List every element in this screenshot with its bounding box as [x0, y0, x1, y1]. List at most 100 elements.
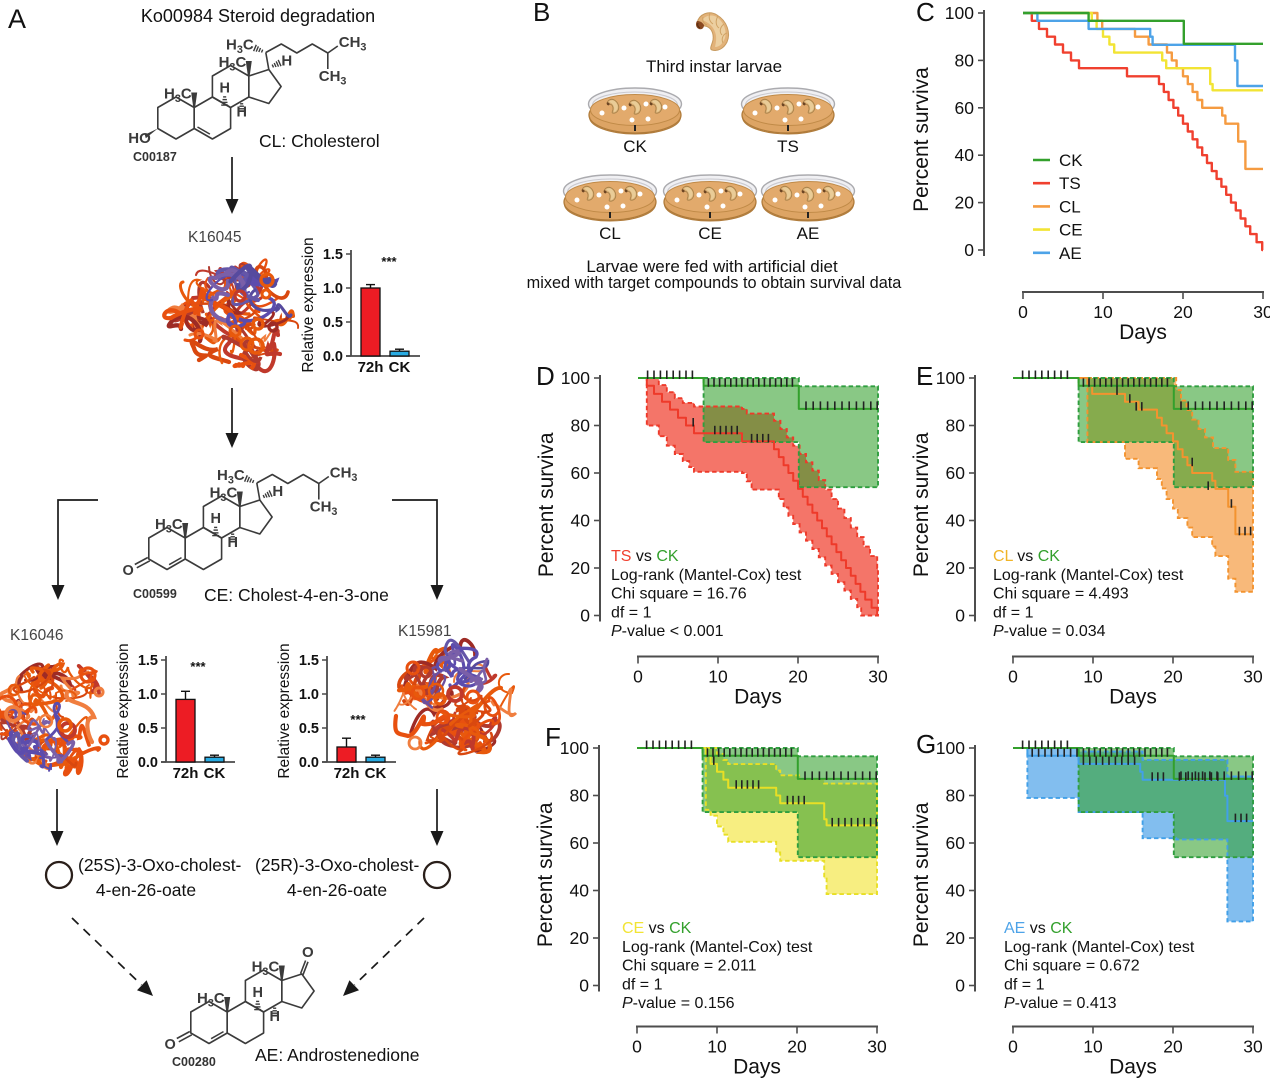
svg-text:CE: Cholest-4-en-3-one: CE: Cholest-4-en-3-one — [204, 585, 389, 605]
svg-text:20: 20 — [946, 558, 966, 578]
svg-text:Log-rank (Mantel-Cox) test: Log-rank (Mantel-Cox) test — [622, 939, 813, 956]
svg-text:30: 30 — [1243, 667, 1263, 687]
svg-text:80: 80 — [946, 786, 966, 806]
svg-text:P-value = 0.034: P-value = 0.034 — [993, 623, 1106, 640]
svg-text:0: 0 — [632, 1037, 642, 1057]
svg-text:20: 20 — [570, 928, 590, 948]
svg-text:10: 10 — [707, 1037, 727, 1057]
svg-text:0.5: 0.5 — [138, 721, 158, 737]
svg-text:AE: Androstenedione: AE: Androstenedione — [255, 1045, 419, 1065]
svg-text:Percent surviva: Percent surviva — [535, 432, 558, 577]
svg-text:CH3: CH3 — [339, 34, 367, 54]
svg-text:H3C: H3C — [197, 990, 225, 1010]
svg-text:TS: TS — [777, 137, 799, 156]
svg-text:Percent surviva: Percent surviva — [534, 802, 557, 947]
svg-text:1.5: 1.5 — [323, 247, 343, 263]
svg-text:0: 0 — [1008, 1037, 1018, 1057]
svg-text:0: 0 — [955, 976, 965, 996]
svg-text:0: 0 — [579, 976, 589, 996]
svg-text:CL: CL — [1059, 197, 1081, 216]
svg-text:10: 10 — [1083, 667, 1103, 687]
svg-text:0: 0 — [964, 240, 974, 260]
svg-text:df = 1: df = 1 — [993, 604, 1034, 621]
svg-text:100: 100 — [945, 3, 974, 23]
svg-text:Relative expression: Relative expression — [300, 237, 317, 372]
svg-text:20: 20 — [788, 667, 808, 687]
svg-text:H: H — [269, 1009, 279, 1025]
svg-text:H3C: H3C — [210, 485, 238, 505]
svg-text:AE: AE — [797, 224, 820, 243]
svg-text:df = 1: df = 1 — [1004, 976, 1045, 993]
svg-text:C: C — [916, 0, 935, 27]
svg-text:30: 30 — [1253, 302, 1270, 322]
svg-text:0.0: 0.0 — [299, 755, 319, 771]
svg-text:P-value < 0.001: P-value < 0.001 — [611, 623, 724, 640]
svg-text:80: 80 — [955, 50, 975, 70]
svg-text:0.0: 0.0 — [138, 755, 158, 771]
svg-text:20: 20 — [1173, 302, 1193, 322]
svg-text:40: 40 — [946, 881, 966, 901]
svg-text:100: 100 — [936, 368, 965, 388]
svg-text:80: 80 — [570, 786, 590, 806]
svg-text:100: 100 — [561, 368, 590, 388]
svg-text:CE: CE — [1059, 221, 1083, 240]
svg-text:df = 1: df = 1 — [611, 604, 652, 621]
svg-text:H3C: H3C — [252, 959, 280, 979]
svg-text:0.5: 0.5 — [323, 315, 343, 331]
svg-text:df = 1: df = 1 — [622, 976, 663, 993]
svg-text:O: O — [123, 563, 134, 579]
svg-text:20: 20 — [787, 1037, 807, 1057]
svg-text:***: *** — [381, 254, 397, 269]
svg-text:60: 60 — [570, 833, 590, 853]
svg-text:Log-rank (Mantel-Cox) test: Log-rank (Mantel-Cox) test — [1004, 939, 1195, 956]
svg-text:F: F — [545, 722, 561, 752]
svg-text:Days: Days — [1109, 686, 1157, 709]
svg-text:K15981: K15981 — [398, 623, 451, 640]
svg-text:O: O — [165, 1037, 176, 1053]
svg-text:20: 20 — [946, 928, 966, 948]
svg-text:CK: CK — [1059, 151, 1083, 170]
svg-text:CH3: CH3 — [319, 68, 347, 88]
svg-text:***: *** — [350, 712, 366, 727]
svg-text:40: 40 — [570, 881, 590, 901]
svg-text:10: 10 — [1083, 1037, 1103, 1057]
svg-text:Third instar larvae: Third instar larvae — [646, 57, 782, 76]
svg-text:Percent surviva: Percent surviva — [910, 67, 933, 212]
svg-text:TS vs CK: TS vs CK — [611, 548, 679, 565]
svg-text:H: H — [210, 511, 220, 527]
svg-text:P-value = 0.156: P-value = 0.156 — [622, 995, 735, 1012]
svg-text:***: *** — [190, 659, 206, 674]
svg-text:CE vs CK: CE vs CK — [622, 920, 692, 937]
svg-text:60: 60 — [946, 833, 966, 853]
svg-text:Chi square = 0.672: Chi square = 0.672 — [1004, 958, 1140, 975]
svg-text:B: B — [533, 0, 550, 27]
svg-text:4-en-26-oate: 4-en-26-oate — [287, 880, 387, 900]
svg-text:4-en-26-oate: 4-en-26-oate — [96, 880, 196, 900]
svg-text:Relative expression: Relative expression — [115, 643, 132, 778]
svg-text:72h: 72h — [334, 765, 360, 782]
svg-text:(25R)-3-Oxo-cholest-: (25R)-3-Oxo-cholest- — [255, 855, 420, 875]
svg-text:1.0: 1.0 — [138, 687, 158, 703]
svg-text:1.0: 1.0 — [299, 687, 319, 703]
svg-text:K16045: K16045 — [188, 229, 241, 246]
svg-text:C00187: C00187 — [133, 150, 177, 164]
svg-text:CL: Cholesterol: CL: Cholesterol — [259, 131, 380, 151]
svg-text:H3C: H3C — [226, 37, 254, 57]
svg-text:AE vs CK: AE vs CK — [1004, 920, 1073, 937]
svg-text:CH3: CH3 — [310, 499, 338, 519]
svg-text:40: 40 — [571, 511, 591, 531]
svg-text:H: H — [272, 483, 283, 500]
svg-text:P-value = 0.413: P-value = 0.413 — [1004, 995, 1117, 1012]
svg-text:H3C: H3C — [164, 86, 192, 106]
svg-text:0: 0 — [1008, 667, 1018, 687]
svg-text:H: H — [227, 535, 237, 551]
svg-text:80: 80 — [571, 416, 591, 436]
svg-text:0: 0 — [1018, 302, 1028, 322]
svg-text:Chi square = 2.011: Chi square = 2.011 — [622, 958, 757, 975]
svg-text:Chi square = 16.76: Chi square = 16.76 — [611, 586, 747, 603]
svg-text:E: E — [916, 361, 933, 391]
svg-text:Chi square = 4.493: Chi square = 4.493 — [993, 586, 1129, 603]
svg-text:72h: 72h — [173, 765, 199, 782]
svg-text:Days: Days — [1119, 321, 1167, 344]
svg-text:CL: CL — [599, 224, 621, 243]
